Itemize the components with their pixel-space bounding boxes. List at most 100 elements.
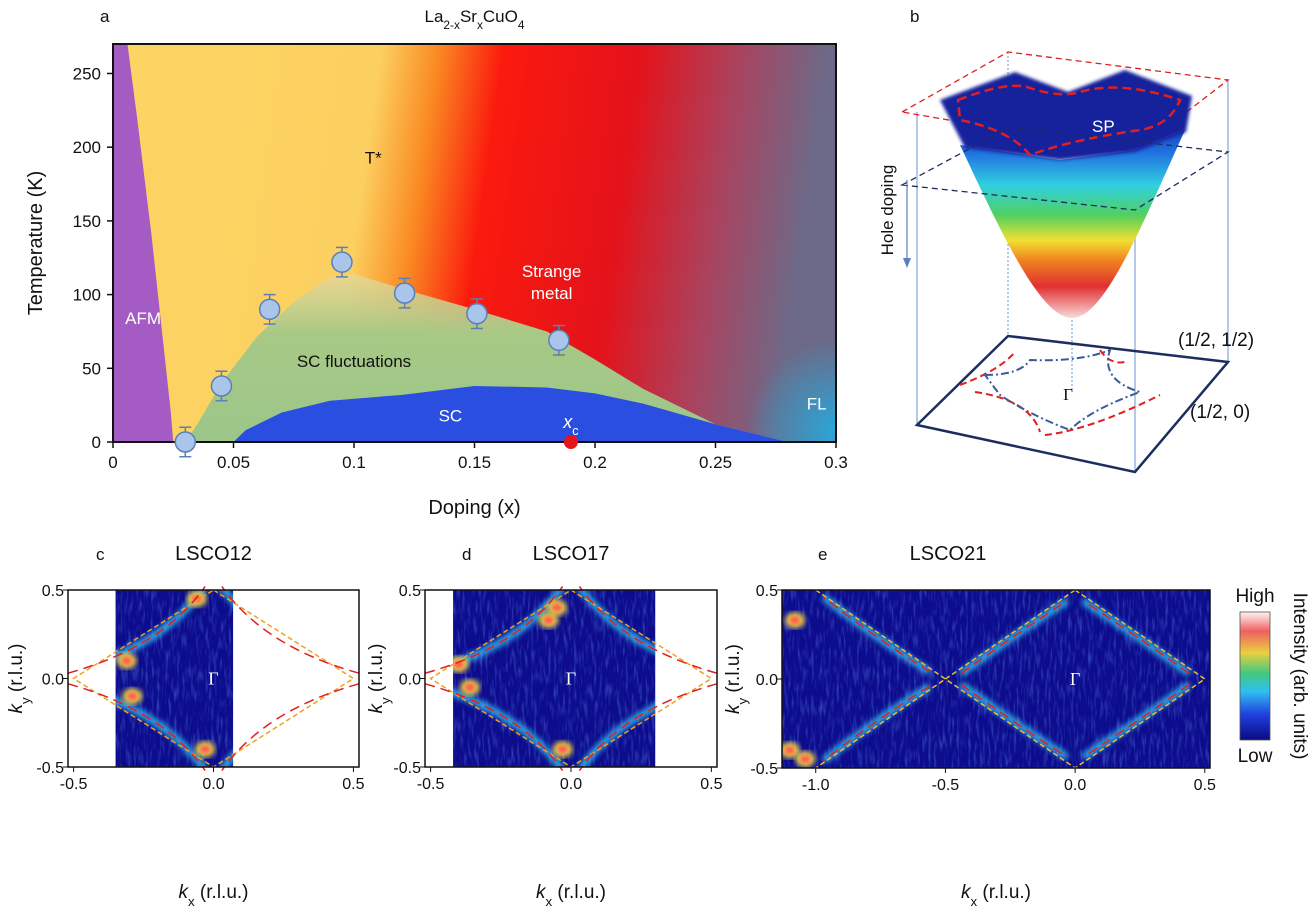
chart-title: LSCO17 bbox=[533, 543, 610, 565]
data-point bbox=[466, 303, 488, 325]
intensity-streak bbox=[220, 590, 234, 607]
fermi-surface bbox=[67, 683, 206, 771]
region-label: T* bbox=[365, 149, 382, 168]
y-tick-label: -0.5 bbox=[750, 761, 778, 778]
fermi-surface bbox=[823, 685, 931, 762]
x-axis-label-part: (r.l.u.) bbox=[552, 882, 606, 903]
fermi-surface-red bbox=[959, 349, 1161, 436]
sc-fluctuation-region bbox=[185, 273, 788, 442]
fermi-contour bbox=[956, 84, 1182, 157]
fermi-surface bbox=[1082, 683, 1190, 758]
y-axis-label-part: k bbox=[6, 703, 27, 714]
region-label: FL bbox=[807, 395, 827, 414]
y-axis-label: ky (r.l.u.) bbox=[366, 644, 393, 714]
y-axis-label-part: y bbox=[18, 697, 33, 704]
chart-title-part: CuO bbox=[483, 7, 518, 26]
afm-region bbox=[113, 44, 174, 442]
data-point bbox=[210, 375, 233, 397]
chart-title-part: 2-x bbox=[443, 18, 460, 32]
intensity-map bbox=[782, 590, 1210, 768]
y-tick-label: 0.5 bbox=[399, 583, 421, 600]
intensity-streak bbox=[220, 750, 234, 767]
y-axis-label-part: k bbox=[366, 703, 387, 714]
y-axis-label: Temperature (K) bbox=[25, 171, 47, 316]
x-axis-label: Doping (x) bbox=[428, 497, 520, 519]
x-tick-label: 0.1 bbox=[342, 453, 366, 472]
x-tick-label: -0.5 bbox=[60, 776, 88, 793]
gamma-label: Γ bbox=[208, 669, 218, 689]
corner-label: (1/2, 0) bbox=[1190, 402, 1250, 423]
panel-label: e bbox=[818, 545, 827, 564]
x-tick-label: 0.5 bbox=[342, 776, 364, 793]
x-tick-label: 0.15 bbox=[458, 453, 491, 472]
gamma-label: Γ bbox=[566, 669, 576, 689]
y-axis-label-part: (r.l.u.) bbox=[6, 644, 27, 698]
y-tick-label: 0.5 bbox=[756, 583, 778, 600]
data-point bbox=[258, 298, 281, 321]
gamma-label: Γ bbox=[1063, 385, 1073, 404]
colorbar-high: High bbox=[1235, 586, 1274, 607]
colorbar-low: Low bbox=[1238, 746, 1273, 767]
fermi-surface bbox=[578, 586, 718, 674]
doping-arrowhead bbox=[903, 258, 911, 268]
intensity-hotspot bbox=[543, 616, 554, 625]
data-point bbox=[548, 329, 570, 352]
xc-marker bbox=[563, 435, 578, 449]
chart-title: La2-xSrxCuO4 bbox=[425, 7, 525, 32]
y-tick-label: -0.5 bbox=[393, 760, 421, 777]
fermi-surface bbox=[960, 683, 1068, 758]
y-tick-label: 150 bbox=[73, 212, 101, 231]
y-axis-label-part: y bbox=[378, 697, 393, 704]
sp-label: SP bbox=[1092, 117, 1115, 136]
x-axis-label: kx (r.l.u.) bbox=[179, 882, 249, 909]
y-tick-label: 250 bbox=[73, 64, 101, 83]
y-tick-label: 200 bbox=[73, 138, 101, 157]
x-tick-label: 0.5 bbox=[700, 776, 722, 793]
region-label: SC bbox=[439, 406, 463, 425]
data-point bbox=[393, 282, 416, 304]
band-cone bbox=[960, 130, 1185, 318]
xc-label: xc bbox=[562, 412, 578, 438]
corner-label: (1/2, 1/2) bbox=[1178, 330, 1254, 351]
region-label: Strange bbox=[522, 262, 582, 281]
panel-label: b bbox=[910, 7, 919, 26]
xc-label-part: c bbox=[572, 424, 578, 438]
diagram-b: b SP Hole doping Γ (1/2, 1/2) (1/2, 0) bbox=[878, 7, 1254, 474]
x-tick-label: 0 bbox=[108, 453, 117, 472]
x-tick-label: 0.3 bbox=[824, 453, 848, 472]
y-axis-label-part: (r.l.u.) bbox=[723, 644, 744, 698]
sc-region bbox=[233, 385, 788, 442]
xc-label-part: x bbox=[562, 412, 573, 432]
gamma-label: Γ bbox=[1070, 669, 1080, 689]
x-axis-label-part: x bbox=[971, 894, 978, 909]
intensity-hotspot bbox=[784, 746, 795, 755]
region-label: AFM bbox=[125, 309, 161, 328]
y-axis-label-part: (r.l.u.) bbox=[366, 644, 387, 698]
intensity-map bbox=[453, 590, 656, 767]
panel-label: c bbox=[96, 545, 105, 564]
x-axis-label-part: (r.l.u.) bbox=[195, 882, 249, 903]
x-tick-label: 0.0 bbox=[1064, 777, 1086, 794]
chart-title-part: La bbox=[425, 7, 444, 26]
fermi-surface-blue bbox=[983, 348, 1144, 432]
x-axis-label-part: k bbox=[179, 882, 190, 903]
intensity-hotspot bbox=[800, 755, 811, 764]
y-axis-label: ky (r.l.u.) bbox=[6, 644, 33, 714]
y-tick-label: -0.5 bbox=[36, 760, 64, 777]
intensity-hotspot bbox=[200, 745, 211, 754]
intensity-hotspot bbox=[121, 656, 132, 665]
chart-title-part: Sr bbox=[460, 7, 477, 26]
data-point bbox=[174, 431, 197, 453]
chart-title-part: 4 bbox=[518, 18, 525, 32]
x-axis-label: kx (r.l.u.) bbox=[961, 882, 1031, 909]
plane-middle bbox=[899, 126, 1230, 211]
y-axis-label-part: y bbox=[735, 698, 750, 705]
x-tick-label: 0.0 bbox=[202, 776, 224, 793]
x-axis-label-part: k bbox=[536, 882, 547, 903]
x-tick-label: 0.25 bbox=[699, 453, 732, 472]
intensity-hotspot bbox=[557, 745, 568, 754]
fermi-surface bbox=[960, 600, 1068, 675]
y-tick-label: 100 bbox=[73, 286, 101, 305]
panel-label: a bbox=[100, 7, 110, 26]
chart-title: LSCO12 bbox=[175, 543, 252, 565]
